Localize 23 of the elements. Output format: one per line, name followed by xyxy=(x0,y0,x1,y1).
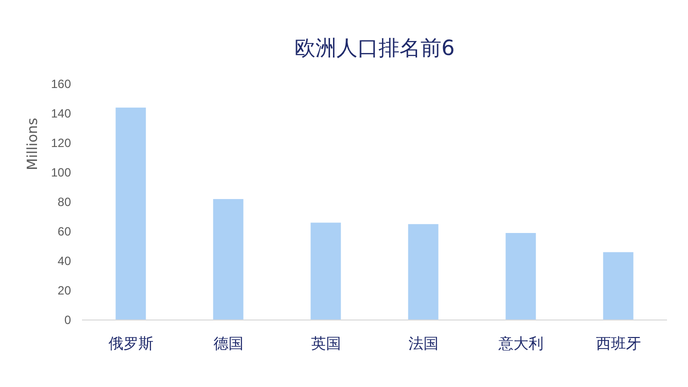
y-axis-title: Millions xyxy=(25,118,41,170)
bar xyxy=(506,232,536,320)
y-tick-label: 120 xyxy=(50,136,72,150)
y-tick-label: 140 xyxy=(50,106,72,120)
chart-title: 欧洲人口排名前6 xyxy=(294,36,455,60)
x-tick-label: 英国 xyxy=(310,336,341,353)
x-tick-label: 西班牙 xyxy=(596,336,641,353)
bar xyxy=(213,199,244,320)
x-tick-label: 意大利 xyxy=(497,336,544,353)
bar xyxy=(310,222,341,320)
y-tick-label: 100 xyxy=(50,165,72,180)
y-tick-label: 40 xyxy=(58,254,72,268)
x-tick-label: 德国 xyxy=(213,336,244,353)
y-tick-label: 80 xyxy=(58,194,72,209)
y-tick-label: 160 xyxy=(50,76,72,91)
y-tick-label: 60 xyxy=(58,224,72,238)
x-tick-label: 俄罗斯 xyxy=(108,336,154,353)
y-tick-label: 0 xyxy=(64,312,72,327)
y-tick-label: 20 xyxy=(58,283,72,298)
bar xyxy=(603,252,634,320)
bar xyxy=(116,108,146,320)
bar xyxy=(408,224,438,320)
x-tick-label: 法国 xyxy=(408,336,438,353)
